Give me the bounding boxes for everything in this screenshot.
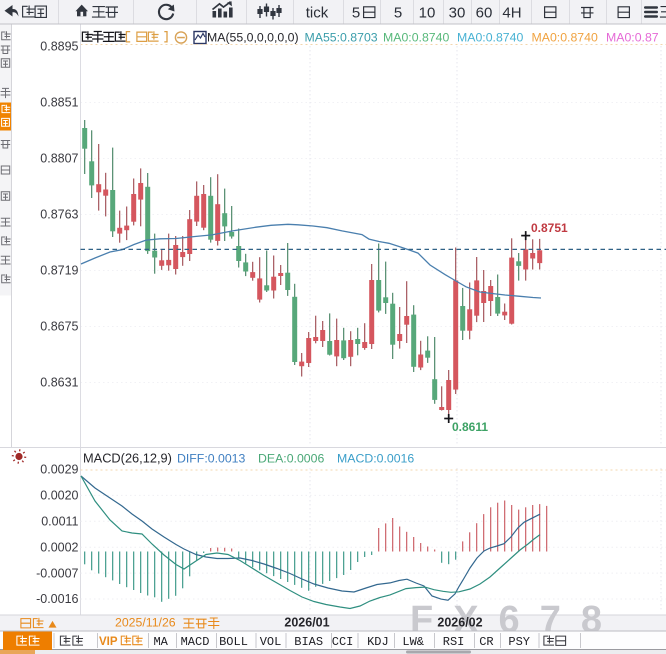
svg-text:0.8763: 0.8763 bbox=[40, 208, 78, 222]
svg-text:MACD:0.0016: MACD:0.0016 bbox=[337, 452, 414, 466]
svg-text:4H: 4H bbox=[502, 5, 521, 22]
svg-text:PSY: PSY bbox=[508, 635, 530, 649]
svg-text:tick: tick bbox=[306, 5, 329, 22]
svg-text:-0.0016: -0.0016 bbox=[36, 592, 78, 606]
svg-text:MA: MA bbox=[153, 635, 168, 649]
svg-text:0.0002: 0.0002 bbox=[40, 540, 78, 554]
svg-text:0.8895: 0.8895 bbox=[40, 40, 78, 54]
svg-text:0.0020: 0.0020 bbox=[40, 489, 78, 503]
svg-text:2025/11/26: 2025/11/26 bbox=[115, 616, 176, 630]
svg-text:0.8675: 0.8675 bbox=[40, 320, 78, 334]
svg-text:MA0:0.8740: MA0:0.8740 bbox=[383, 31, 449, 45]
svg-text:0.0029: 0.0029 bbox=[40, 463, 78, 477]
svg-text:0.8631: 0.8631 bbox=[40, 376, 78, 390]
svg-text:0.8611: 0.8611 bbox=[452, 420, 488, 434]
svg-text:MA(55,0,0,0,0,0): MA(55,0,0,0,0,0) bbox=[207, 31, 299, 45]
svg-text:LW&: LW& bbox=[402, 635, 424, 649]
svg-text:MA0:0.8740: MA0:0.8740 bbox=[532, 31, 598, 45]
svg-text:VOL: VOL bbox=[260, 635, 282, 649]
svg-text:BOLL: BOLL bbox=[219, 635, 248, 649]
svg-text:MACD(26,12,9): MACD(26,12,9) bbox=[83, 451, 172, 466]
svg-text:0.0011: 0.0011 bbox=[41, 515, 78, 529]
svg-text:RSI: RSI bbox=[443, 635, 465, 649]
svg-text:DIFF:0.0013: DIFF:0.0013 bbox=[177, 452, 246, 466]
svg-text:60: 60 bbox=[476, 5, 493, 22]
svg-text:2026/01: 2026/01 bbox=[284, 616, 329, 630]
svg-text:CCI: CCI bbox=[332, 635, 354, 649]
svg-text:-0.0007: -0.0007 bbox=[36, 566, 78, 580]
svg-text:0.8719: 0.8719 bbox=[40, 264, 78, 278]
svg-text:CR: CR bbox=[479, 635, 493, 649]
svg-text:BIAS: BIAS bbox=[294, 635, 323, 649]
svg-text:5: 5 bbox=[394, 5, 402, 22]
svg-text:DEA:0.0006: DEA:0.0006 bbox=[258, 452, 324, 466]
svg-text:10: 10 bbox=[419, 5, 436, 22]
svg-text:MACD: MACD bbox=[181, 635, 210, 649]
svg-text:30: 30 bbox=[449, 5, 466, 22]
svg-text:2026/02: 2026/02 bbox=[437, 616, 482, 630]
svg-text:VIP: VIP bbox=[99, 636, 118, 648]
svg-text:5: 5 bbox=[352, 5, 360, 22]
svg-text:KDJ: KDJ bbox=[367, 635, 389, 649]
svg-text:0.8807: 0.8807 bbox=[40, 152, 78, 166]
svg-text:MA0:0.8740: MA0:0.8740 bbox=[457, 31, 523, 45]
svg-text:MA0:0.87: MA0:0.87 bbox=[606, 31, 659, 45]
svg-text:MA55:0.8703: MA55:0.8703 bbox=[305, 31, 378, 45]
svg-text:0.8851: 0.8851 bbox=[40, 96, 78, 110]
svg-text:0.8751: 0.8751 bbox=[531, 221, 568, 235]
